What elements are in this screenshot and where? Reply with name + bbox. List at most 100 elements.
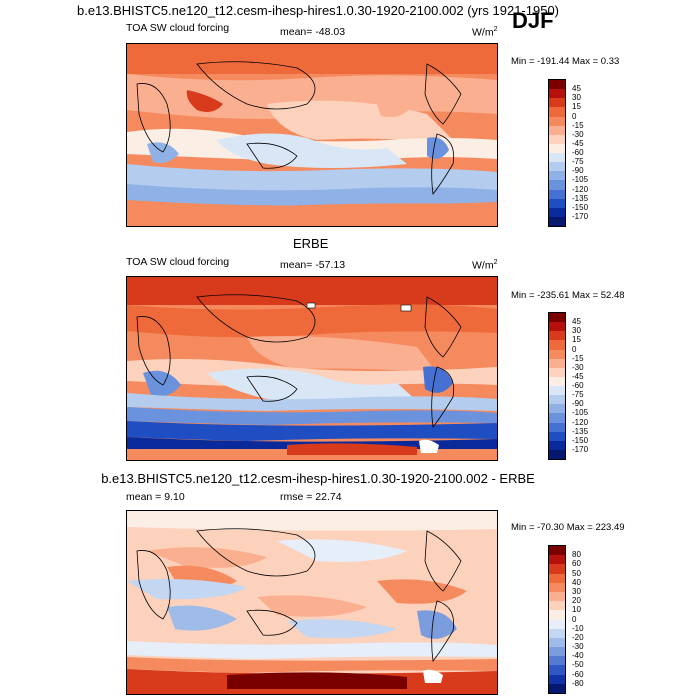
colorbar-swatch [549,404,565,414]
colorbar-swatch [549,358,565,368]
colorbar-tick-label: -30 [572,129,584,139]
colorbar-swatch [549,349,565,359]
colorbar-tick-label: -50 [572,660,584,670]
colorbar-tick-label: -60 [572,148,584,157]
colorbar-swatch [549,198,565,208]
colorbar-tick-label: -20 [572,632,584,642]
colorbar-swatch [549,440,565,450]
panel2-title: ERBE [293,236,329,251]
colorbar-tick-label: -60 [572,381,584,390]
colorbar-tick-label: 15 [572,335,581,345]
colorbar-swatch [549,98,565,108]
colorbar-tick-label: 50 [572,568,581,578]
panel2-map [126,276,498,461]
colorbar-tick-label: -40 [572,651,584,661]
panel1-map-svg [127,44,497,226]
colorbar-swatch [549,216,565,226]
colorbar-tick-label: -90 [572,399,584,409]
colorbar-tick-label: -135 [572,193,589,203]
colorbar-swatch [549,125,565,135]
colorbar-swatch [549,683,565,693]
colorbar-swatch [549,367,565,377]
colorbar-tick-label: -10 [572,623,584,633]
colorbar-tick-label: -60 [572,669,584,679]
colorbar-tick-label: 45 [572,84,581,94]
colorbar-swatch [549,665,565,675]
colorbar-tick-label: 20 [572,596,581,606]
colorbar-swatch [549,564,565,574]
colorbar-tick-label: -135 [572,426,589,436]
colorbar-swatch [549,431,565,441]
colorbar-swatch [549,555,565,565]
panel3-colorbar [548,545,566,694]
colorbar-tick-label: -45 [572,371,584,381]
panel1-mean: mean= -48.03 [280,26,346,38]
panel2-mean: mean= -57.13 [280,259,346,271]
panel3-title: b.e13.BHISTC5.ne120_t12.cesm-ihesp-hires… [101,471,535,486]
colorbar-tick-label: -170 [572,211,589,221]
panel3-map [126,510,498,695]
colorbar-swatch [549,134,565,144]
colorbar-tick-label: -150 [572,435,589,445]
panel1-minmax: Min = -191.44 Max = 0.33 [511,56,620,67]
colorbar-swatch [549,449,565,459]
colorbar-swatch [549,162,565,172]
panel3-minmax: Min = -70.30 Max = 223.49 [511,522,625,533]
panel1-map [126,43,498,227]
colorbar-tick-label: -30 [572,642,584,652]
colorbar-tick-label: 40 [572,577,581,587]
colorbar-swatch [549,647,565,657]
colorbar-swatch [549,582,565,592]
colorbar-swatch [549,674,565,684]
colorbar-swatch [549,610,565,620]
colorbar-swatch [549,171,565,181]
panel1-colorbar [548,79,566,227]
colorbar-tick-label: 0 [572,111,577,121]
colorbar-swatch [549,313,565,323]
colorbar-swatch [549,80,565,90]
colorbar-tick-label: -15 [572,353,584,363]
colorbar-tick-label: -80 [572,678,584,688]
colorbar-tick-label: 30 [572,326,581,336]
colorbar-tick-label: 0 [572,344,577,354]
colorbar-tick-label: -150 [572,202,589,212]
colorbar-swatch [549,143,565,153]
panel2-minmax: Min = -235.61 Max = 52.48 [511,290,625,301]
panel1-variable-label: TOA SW cloud forcing [126,22,230,34]
colorbar-swatch [549,107,565,117]
colorbar-swatch [549,546,565,556]
colorbar-tick-label: -75 [572,390,584,400]
colorbar-swatch [549,322,565,332]
colorbar-tick-label: -75 [572,157,584,167]
panel3-mean: mean = 9.10 [126,491,185,503]
colorbar-swatch [549,331,565,341]
colorbar-tick-label: 45 [572,317,581,327]
panel1-units: W/m2 [472,26,498,39]
colorbar-tick-label: 0 [572,614,577,624]
colorbar-swatch [549,189,565,199]
colorbar-swatch [549,116,565,126]
colorbar-swatch [549,376,565,386]
season-label: DJF [512,8,554,33]
colorbar-swatch [549,656,565,666]
colorbar-tick-label: -30 [572,362,584,372]
colorbar-swatch [549,591,565,602]
colorbar-tick-label: -90 [572,166,584,176]
main-title: b.e13.BHISTC5.ne120_t12.cesm-ihesp-hires… [76,3,559,18]
panel3-map-svg [127,511,497,694]
colorbar-tick-label: -15 [572,120,584,130]
colorbar-swatch [549,573,565,583]
panel2-units: W/m2 [472,259,498,272]
colorbar-swatch [549,413,565,423]
colorbar-tick-label: -105 [572,175,589,185]
colorbar-tick-label: 30 [572,586,581,596]
panel2-colorbar [548,312,566,460]
colorbar-swatch [549,180,565,190]
colorbar-swatch [549,619,565,629]
colorbar-tick-label: -105 [572,408,589,418]
colorbar-tick-label: -45 [572,138,584,148]
colorbar-swatch [549,207,565,217]
colorbar-tick-label: 15 [572,102,581,112]
colorbar-tick-label: -170 [572,444,589,454]
colorbar-swatch [549,628,565,638]
